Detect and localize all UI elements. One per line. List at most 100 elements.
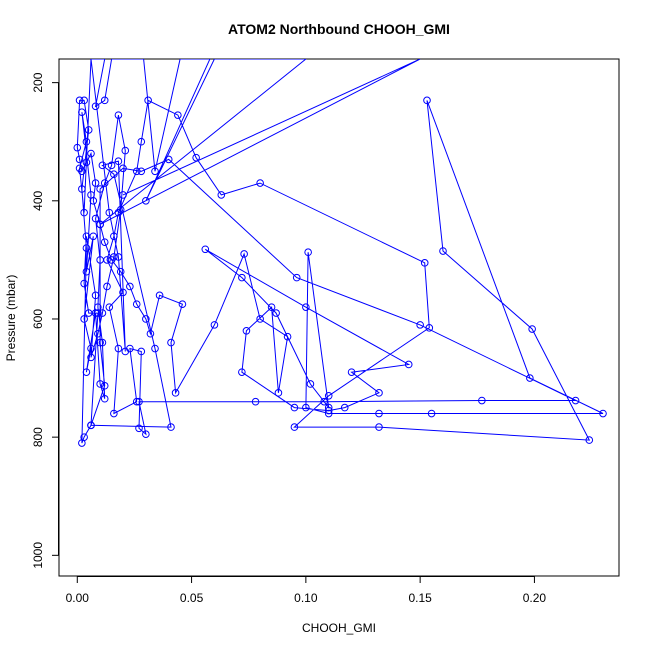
x-tick-label: 0.20 xyxy=(523,591,547,605)
data-point xyxy=(427,409,436,418)
data-point xyxy=(73,143,82,152)
data-point xyxy=(110,409,118,418)
data-point xyxy=(274,389,283,397)
data-point xyxy=(100,381,109,390)
chart-title: ATOM2 Northbound CHOOH_GMI xyxy=(228,21,450,37)
data-point xyxy=(174,111,182,119)
data-point xyxy=(416,321,424,329)
data-point xyxy=(94,303,102,311)
data-point xyxy=(302,303,310,311)
data-point xyxy=(135,424,143,433)
data-point xyxy=(320,397,328,406)
data-point xyxy=(251,397,260,406)
y-axis-label: Pressure (mbar) xyxy=(4,275,18,362)
data-point xyxy=(119,164,127,173)
data-point xyxy=(423,96,431,105)
data-point xyxy=(105,303,114,311)
data-point xyxy=(119,288,127,297)
data-point xyxy=(167,423,175,431)
data-point xyxy=(119,191,127,199)
data-point xyxy=(238,273,246,282)
data-point xyxy=(151,344,159,353)
data-point xyxy=(105,208,114,217)
data-point xyxy=(78,185,86,193)
data-point xyxy=(155,291,164,300)
y-tick-label: 200 xyxy=(31,72,45,92)
data-point xyxy=(142,315,150,323)
data-point xyxy=(84,309,93,317)
data-point xyxy=(114,253,123,261)
data-point xyxy=(375,409,383,418)
data-point xyxy=(98,309,107,317)
data-point xyxy=(238,368,246,376)
data-point xyxy=(94,309,102,317)
data-point xyxy=(80,208,88,217)
data-point xyxy=(256,179,264,187)
data-point xyxy=(110,232,118,241)
data-point xyxy=(98,338,107,347)
data-point xyxy=(256,315,264,323)
x-tick-label: 0.00 xyxy=(66,591,90,605)
data-point xyxy=(96,380,104,388)
data-point xyxy=(121,347,130,356)
data-point xyxy=(137,137,146,146)
data-point xyxy=(82,232,91,241)
data-point xyxy=(132,167,141,176)
y-tick-label: 400 xyxy=(31,190,45,210)
x-tick-label: 0.15 xyxy=(408,591,432,605)
data-point xyxy=(144,96,152,105)
y-axis: 200 400 600 800 1000 xyxy=(31,72,59,569)
data-point xyxy=(91,214,100,223)
data-point xyxy=(439,247,447,255)
data-point xyxy=(96,185,104,193)
x-tick-label: 0.10 xyxy=(294,591,318,605)
data-point xyxy=(114,111,123,119)
data-point xyxy=(107,161,116,170)
data-point xyxy=(87,149,95,158)
data-point xyxy=(267,303,276,311)
data-point xyxy=(292,273,301,282)
data-point xyxy=(98,161,107,170)
data-point xyxy=(324,403,333,412)
data-point xyxy=(585,436,594,444)
data-point xyxy=(404,360,413,369)
data-point xyxy=(110,170,118,179)
data-point xyxy=(304,248,312,257)
data-point xyxy=(137,347,146,356)
data-point xyxy=(137,167,146,176)
data-point xyxy=(132,397,141,406)
data-point xyxy=(96,338,104,347)
data-point xyxy=(103,256,111,264)
data-point xyxy=(91,179,100,187)
data-point xyxy=(283,332,292,341)
data-point xyxy=(78,108,86,116)
data-point xyxy=(306,380,315,388)
data-point xyxy=(91,102,100,111)
data-point xyxy=(82,368,91,376)
data-point xyxy=(178,300,187,309)
data-point xyxy=(75,155,84,164)
data-point xyxy=(87,344,95,353)
data-point xyxy=(171,389,180,397)
data-point xyxy=(272,309,280,317)
data-point xyxy=(425,324,434,332)
data-point xyxy=(146,329,155,338)
data-point xyxy=(91,291,100,300)
data-point xyxy=(82,137,91,146)
data-point xyxy=(80,315,88,323)
data-point xyxy=(94,329,102,338)
y-tick-label: 600 xyxy=(31,309,45,329)
data-point xyxy=(100,96,109,105)
data-point xyxy=(528,325,536,333)
data-point xyxy=(114,208,123,217)
data-point xyxy=(151,167,159,176)
y-tick-label: 800 xyxy=(31,427,45,447)
data-point xyxy=(142,197,150,205)
data-point xyxy=(100,394,109,403)
data-point xyxy=(135,397,143,406)
data-point xyxy=(347,368,356,376)
data-point xyxy=(290,423,299,431)
x-axis: 0.00 0.05 0.10 0.15 0.20 xyxy=(66,576,547,605)
data-point xyxy=(87,353,95,362)
